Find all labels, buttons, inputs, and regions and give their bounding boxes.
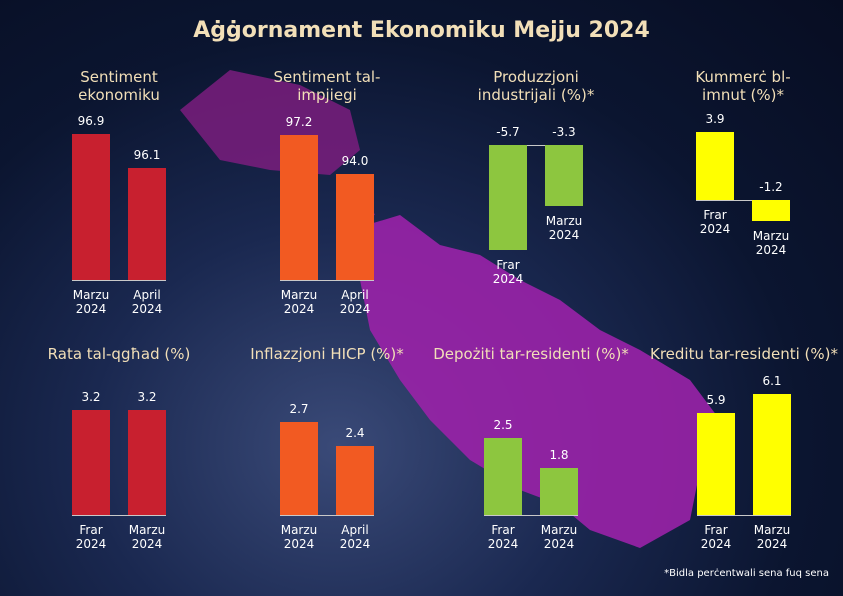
bar — [540, 467, 578, 515]
value-label: 3.9 — [705, 111, 725, 126]
value-label: 2.7 — [289, 402, 309, 417]
category-label: Frar 2024 — [487, 523, 519, 551]
bar — [128, 167, 166, 280]
panel-title: Sentiment tal-impjiegi — [273, 68, 381, 104]
bar — [696, 131, 734, 200]
category-label: Marzu 2024 — [545, 213, 583, 242]
bar — [545, 144, 583, 206]
category-label: April 2024 — [131, 288, 163, 316]
value-label: 1.8 — [549, 447, 569, 462]
panel-title: Kreditu tar-residenti (%)* — [649, 345, 839, 363]
footnote: *Bidla perċentwali sena fuq sena — [664, 568, 829, 579]
bar — [72, 134, 110, 280]
category-label: Marzu 2024 — [128, 523, 166, 551]
bar — [128, 409, 166, 515]
bar — [336, 173, 374, 280]
bar — [489, 144, 527, 251]
category-label: Marzu 2024 — [753, 523, 791, 551]
value-label: 2.4 — [345, 425, 365, 440]
bar — [72, 409, 110, 515]
value-label: 97.2 — [285, 114, 313, 129]
value-label: -1.2 — [759, 179, 783, 194]
panel-title: Sentiment ekonomiku — [78, 68, 160, 104]
baseline — [280, 280, 374, 281]
value-label: 3.2 — [137, 389, 157, 404]
value-label: 96.1 — [133, 147, 161, 162]
category-label: Frar 2024 — [699, 207, 731, 236]
category-label: Frar 2024 — [700, 523, 732, 551]
category-label: Marzu 2024 — [72, 288, 110, 316]
baseline — [280, 515, 374, 516]
bar — [752, 199, 790, 221]
category-label: April 2024 — [339, 288, 371, 316]
value-label: 6.1 — [762, 374, 782, 389]
value-label: 5.9 — [706, 393, 726, 408]
baseline — [72, 515, 166, 516]
baseline — [697, 515, 791, 516]
panel-title: Rata tal-qgħad (%) — [47, 345, 191, 363]
main-title: Aġġornament Ekonomiku Mejju 2024 — [193, 18, 650, 43]
value-label: 3.2 — [81, 389, 101, 404]
bar — [753, 394, 791, 515]
category-label: Marzu 2024 — [280, 523, 318, 551]
baseline — [696, 199, 790, 201]
value-label: 2.5 — [493, 417, 513, 432]
category-label: Frar 2024 — [75, 523, 107, 551]
value-label: -5.7 — [496, 124, 520, 139]
baseline — [72, 280, 166, 281]
malta-shape — [350, 215, 720, 548]
category-label: Marzu 2024 — [752, 228, 790, 257]
panel-title: Kummerċ bl-imnut (%)* — [695, 68, 791, 104]
baseline — [489, 144, 583, 146]
bar — [697, 413, 735, 515]
baseline — [484, 515, 578, 516]
bar — [280, 422, 318, 515]
category-label: Marzu 2024 — [540, 523, 578, 551]
bar — [280, 134, 318, 280]
panel-title: Depożiti tar-residenti (%)* — [433, 345, 629, 363]
value-label: 96.9 — [77, 114, 105, 129]
value-label: 94.0 — [341, 153, 369, 168]
bar — [336, 445, 374, 515]
panel-title: Inflazzjoni HICP (%)* — [250, 345, 404, 363]
category-label: Marzu 2024 — [280, 288, 318, 316]
value-label: -3.3 — [552, 124, 576, 139]
category-label: Frar 2024 — [492, 258, 524, 287]
category-label: April 2024 — [339, 523, 371, 551]
panel-title: Produzzjoni industrijali (%)* — [477, 68, 595, 104]
bar — [484, 437, 522, 515]
